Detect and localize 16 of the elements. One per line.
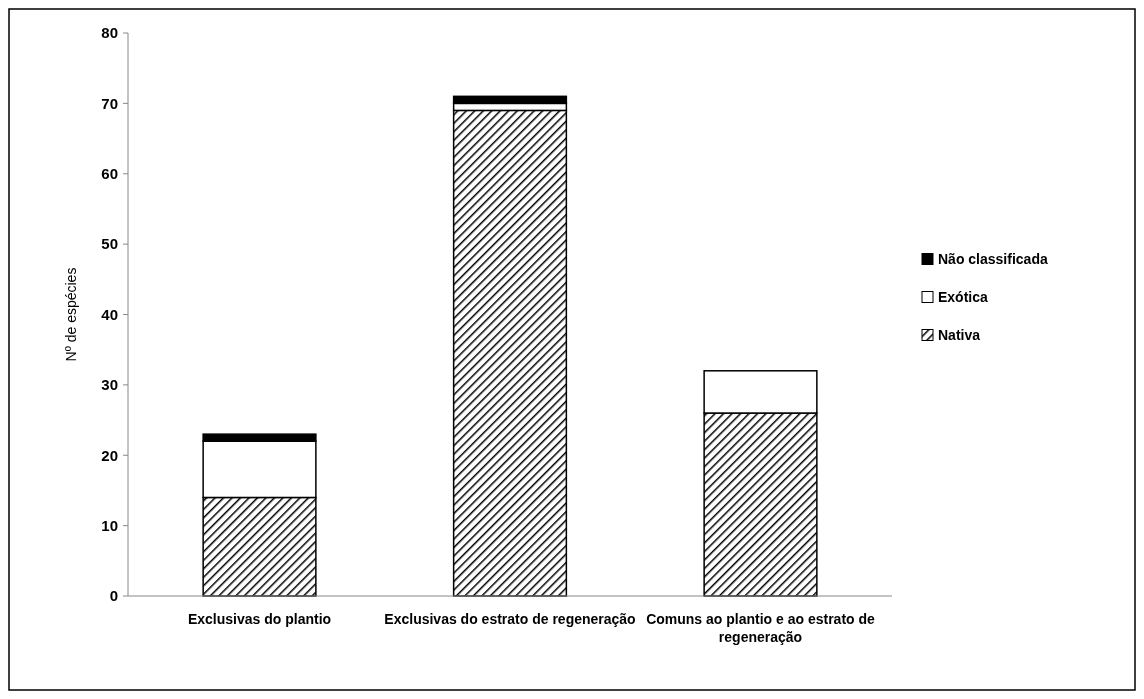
y-tick-label: 20 bbox=[101, 446, 118, 464]
y-axis-title: Nº de espécies bbox=[63, 267, 79, 362]
y-tick-label: 60 bbox=[101, 165, 118, 182]
legend-label: Não classificada bbox=[938, 251, 1048, 268]
legend-label: Exótica bbox=[938, 289, 989, 306]
legend-label: Nativa bbox=[938, 327, 981, 344]
x-tick-label: Comuns ao plantio e ao estrato de regeneração bbox=[646, 611, 876, 645]
x-tick-label: Exclusivas do plantio bbox=[187, 611, 332, 627]
y-tick-label: 50 bbox=[101, 235, 118, 253]
y-tick-label: 0 bbox=[109, 587, 118, 605]
y-tick-label: 40 bbox=[101, 305, 118, 323]
y-tick-label: 10 bbox=[101, 516, 118, 534]
y-tick-label: 70 bbox=[101, 94, 118, 112]
y-tick-label: 80 bbox=[101, 24, 118, 42]
x-tick-label: Exclusivas do estrato de regeneração bbox=[384, 611, 636, 627]
y-tick-label: 30 bbox=[101, 376, 118, 394]
